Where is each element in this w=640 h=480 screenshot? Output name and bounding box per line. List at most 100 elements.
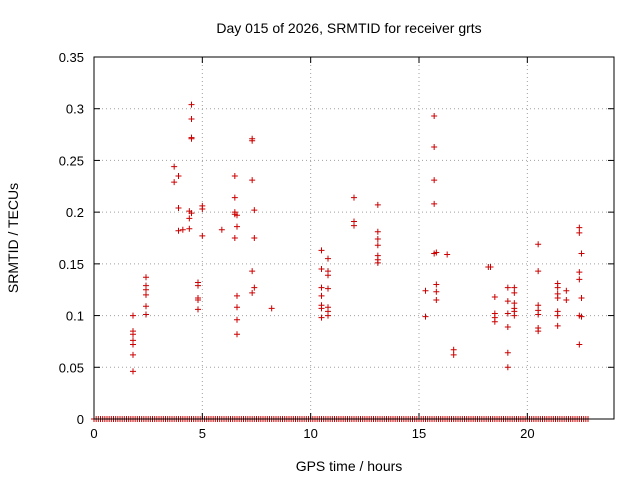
data-point-marker — [249, 289, 256, 296]
data-point-marker — [554, 284, 561, 291]
data-point-marker — [535, 328, 542, 335]
data-point-marker — [504, 310, 511, 317]
y-axis-label: SRMTID / TECUs — [5, 183, 21, 293]
x-tick-label: 10 — [303, 426, 317, 441]
data-point-marker — [195, 282, 201, 289]
data-point-marker — [130, 331, 136, 338]
data-point-marker — [251, 207, 258, 214]
data-point-marker — [554, 294, 561, 301]
data-point-marker — [325, 312, 331, 319]
data-point-marker — [179, 226, 186, 233]
data-point-marker — [143, 291, 149, 298]
data-point-marker — [374, 228, 381, 235]
data-point-marker — [325, 285, 331, 292]
data-point-marker — [130, 351, 136, 358]
x-tick-label: 5 — [199, 426, 206, 441]
data-points — [91, 101, 591, 422]
data-point-marker — [186, 215, 193, 222]
data-point-marker — [351, 222, 357, 229]
data-point-marker — [234, 223, 240, 230]
data-point-marker — [535, 241, 542, 248]
data-point-marker — [504, 349, 511, 356]
data-point-marker — [351, 194, 357, 201]
data-point-marker — [444, 251, 451, 258]
data-point-marker — [504, 364, 511, 371]
grid-lines — [94, 57, 614, 419]
data-point-marker — [576, 341, 583, 348]
data-point-marker — [318, 305, 325, 312]
data-point-marker — [130, 312, 136, 319]
data-point-marker — [491, 293, 498, 300]
data-point-marker — [231, 172, 238, 179]
data-point-marker — [231, 235, 238, 241]
data-point-marker — [143, 286, 149, 293]
data-point-marker — [318, 247, 325, 254]
data-point-marker — [249, 177, 256, 184]
data-point-marker — [234, 316, 240, 323]
y-tick-label: 0.3 — [66, 102, 84, 117]
y-tick-label: 0.35 — [59, 50, 84, 65]
data-point-marker — [450, 351, 457, 358]
data-point-marker — [171, 163, 178, 170]
y-tick-label: 0 — [77, 412, 84, 427]
data-point-marker — [325, 255, 331, 262]
x-axis-label: GPS time / hours — [296, 458, 403, 474]
data-point-marker — [535, 311, 542, 318]
data-point-marker — [249, 137, 256, 144]
data-point-marker — [318, 292, 325, 299]
data-point-marker — [374, 259, 381, 266]
data-point-marker — [487, 263, 494, 270]
data-point-marker — [554, 312, 561, 319]
data-point-marker — [234, 212, 240, 219]
data-point-marker — [535, 268, 542, 275]
data-point-marker — [143, 303, 149, 310]
data-point-marker — [422, 313, 429, 320]
data-point-marker — [422, 287, 429, 294]
data-point-marker — [249, 268, 256, 275]
data-point-marker — [450, 346, 457, 353]
data-point-marker — [199, 232, 206, 239]
data-point-marker — [554, 322, 561, 329]
data-point-marker — [130, 368, 136, 375]
data-point-marker — [188, 210, 195, 217]
data-point-marker — [576, 229, 583, 236]
data-point-marker — [374, 201, 381, 208]
data-point-marker — [511, 289, 518, 296]
data-point-marker — [431, 112, 438, 119]
data-point-marker — [504, 323, 511, 330]
data-point-marker — [433, 288, 440, 295]
data-point-marker — [234, 292, 240, 299]
data-point-marker — [431, 143, 438, 150]
data-point-marker — [143, 274, 149, 281]
data-point-marker — [318, 314, 325, 321]
data-point-marker — [431, 200, 438, 207]
data-point-marker — [576, 224, 583, 231]
axis-ticks: 0 5 10 15 20 0 0.05 0.1 0.15 0.2 0.25 0.3 0.35 — [59, 50, 614, 441]
y-tick-label: 0.2 — [66, 205, 84, 220]
data-point-marker — [578, 313, 585, 320]
data-point-marker — [251, 284, 258, 291]
data-point-marker — [511, 312, 518, 319]
data-point-marker — [234, 331, 240, 338]
data-point-marker — [231, 194, 238, 201]
data-point-marker — [511, 300, 518, 307]
data-point-marker — [186, 225, 193, 232]
data-point-marker — [433, 281, 440, 288]
chart-title: Day 015 of 2026, SRMTID for receiver grt… — [216, 20, 481, 36]
data-point-marker — [175, 172, 182, 179]
data-point-marker — [491, 318, 498, 325]
data-point-marker — [195, 306, 201, 313]
data-point-marker — [511, 284, 518, 291]
data-point-marker — [199, 206, 206, 213]
data-point-marker — [578, 250, 585, 257]
x-tick-label: 20 — [520, 426, 534, 441]
data-point-marker — [504, 284, 511, 291]
data-point-marker — [234, 304, 240, 311]
data-point-marker — [576, 269, 583, 276]
data-point-marker — [268, 305, 275, 312]
data-point-marker — [251, 235, 258, 241]
data-point-marker — [504, 298, 511, 305]
x-tick-label: 0 — [90, 426, 97, 441]
data-point-marker — [188, 135, 195, 142]
